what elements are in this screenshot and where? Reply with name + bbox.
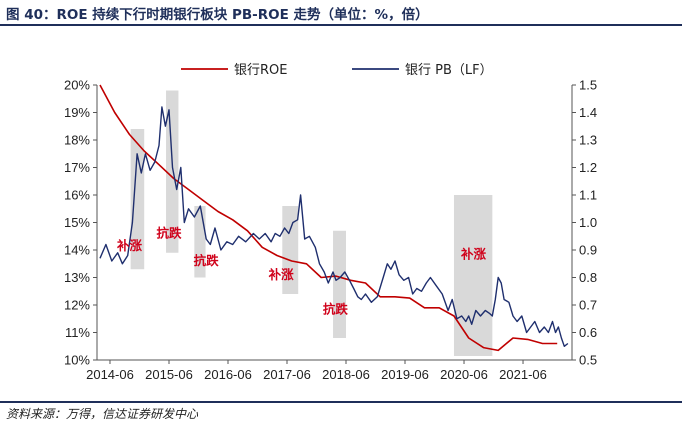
y-right-tick-label: 0.7 — [579, 298, 597, 313]
axis-ticks: 10% 11% 12% 13% 14% 15% 16% 17% 18% 19% 20% 0.5 0.6 0… — [64, 78, 597, 383]
legend: 银行ROE 银行 PB（LF） — [181, 63, 493, 78]
y-left-tick-label: 11% — [65, 325, 90, 340]
y-right-tick-label: 1.0 — [579, 215, 597, 230]
y-left-tick-label: 15% — [64, 215, 90, 230]
shaded-period — [282, 206, 299, 294]
annotation-label: 补涨 — [460, 246, 487, 261]
y-left-tick-label: 10% — [64, 353, 90, 368]
y-left-tick-label: 13% — [64, 270, 90, 285]
y-right-tick-label: 1.1 — [579, 188, 597, 203]
series-line-roe — [99, 84, 558, 352]
y-right-tick-label: 1.3 — [579, 133, 597, 148]
series-line-pb — [99, 106, 569, 347]
chart-title: 图 40：ROE 持续下行时期银行板块 PB-ROE 走势（单位：%，倍） — [6, 7, 429, 23]
x-tick-label: 2021-06 — [499, 367, 547, 382]
y-left-tick-label: 20% — [64, 78, 90, 93]
y-right-tick-label: 0.6 — [579, 325, 597, 340]
x-tick-label: 2017-06 — [263, 367, 311, 382]
y-left-tick-label: 18% — [64, 133, 90, 148]
y-left-tick-label: 12% — [64, 298, 90, 313]
x-tick-label: 2020-06 — [440, 367, 488, 382]
y-right-tick-label: 1.4 — [579, 105, 597, 120]
y-right-tick-label: 0.9 — [579, 243, 597, 258]
source-rule — [0, 401, 682, 403]
annotation-label: 补涨 — [116, 238, 143, 253]
shaded-period — [453, 195, 493, 356]
series-lines — [99, 84, 569, 352]
x-tick-label: 2019-06 — [381, 367, 429, 382]
pb-roe-chart: 10% 11% 12% 13% 14% 15% 16% 17% 18% 19% 20% 0.5 0.6 0… — [64, 63, 597, 383]
x-tick-label: 2016-06 — [204, 367, 252, 382]
y-left-tick-label: 17% — [64, 160, 90, 175]
y-right-tick-label: 0.5 — [579, 353, 597, 368]
y-left-tick-label: 14% — [64, 243, 90, 258]
legend-label-roe: 银行ROE — [234, 63, 287, 78]
y-left-tick-label: 19% — [64, 105, 90, 120]
x-tick-label: 2015-06 — [145, 367, 193, 382]
y-right-tick-label: 0.8 — [579, 270, 597, 285]
x-tick-label: 2014-06 — [86, 367, 134, 382]
legend-label-pb: 银行 PB（LF） — [405, 63, 493, 78]
shaded-period — [333, 230, 347, 338]
y-left-tick-label: 16% — [64, 188, 90, 203]
shaded-periods — [130, 90, 493, 356]
shaded-period — [130, 129, 145, 270]
annotation-label: 抗跌 — [194, 253, 220, 268]
y-right-tick-label: 1.5 — [579, 78, 597, 93]
title-rule — [0, 24, 682, 26]
shaded-period — [194, 206, 206, 278]
y-right-tick-label: 1.2 — [579, 160, 597, 175]
source-note: 资料来源：万得，信达证券研发中心 — [6, 407, 199, 421]
annotation-label: 补涨 — [268, 267, 295, 282]
annotation-label: 抗跌 — [323, 301, 349, 316]
x-tick-label: 2018-06 — [322, 367, 370, 382]
annotation-label: 抗跌 — [156, 226, 182, 241]
shaded-period — [166, 90, 179, 253]
